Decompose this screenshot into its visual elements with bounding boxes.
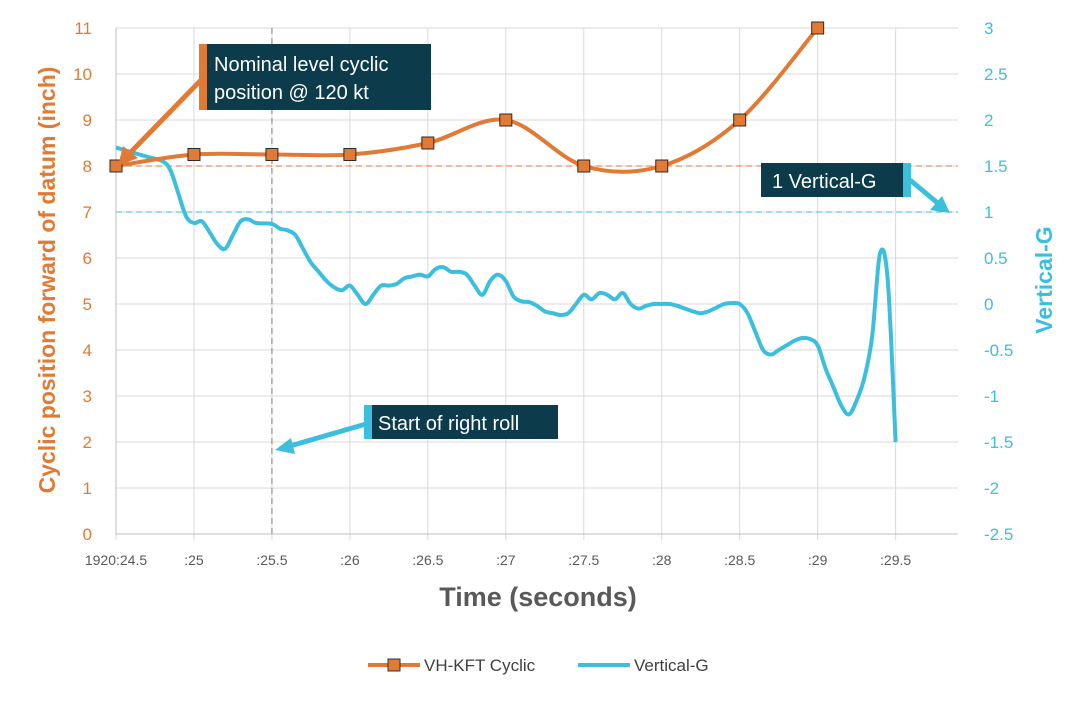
right-tick-label: -2.5: [984, 525, 1013, 544]
left-tick-label: 7: [83, 203, 92, 222]
x-axis-title: Time (seconds): [439, 582, 637, 612]
x-tick-label: :27: [496, 552, 516, 568]
left-tick-label: 6: [83, 249, 92, 268]
left-tick-label: 9: [83, 111, 92, 130]
left-tick-label: 8: [83, 157, 92, 176]
x-tick-label: :26.5: [412, 552, 443, 568]
x-tick-label: :29.5: [880, 552, 911, 568]
callout-roll-text: Start of right roll: [378, 413, 519, 435]
legend-label-cyclic: VH-KFT Cyclic: [424, 656, 536, 675]
callout-nominal-line1: Nominal level cyclic: [214, 54, 389, 76]
left-tick-label: 10: [73, 65, 92, 84]
arrow-head-icon: [118, 146, 138, 166]
arrow-head-icon: [275, 438, 295, 454]
right-tick-label: 3: [984, 19, 993, 38]
square-marker-icon: [387, 658, 401, 672]
right-axis-title: Vertical-G: [1031, 226, 1057, 333]
right-tick-label: 2: [984, 111, 993, 130]
x-tick-label: 1920:24.5: [85, 552, 147, 568]
right-tick-label: 0.5: [984, 249, 1008, 268]
cyclic-data-point: [811, 21, 825, 35]
right-tick-label: -1: [984, 387, 999, 406]
x-tick-label: :25: [184, 552, 204, 568]
callout-vertical-g-text: 1 Vertical-G: [772, 171, 876, 193]
cyclic-data-point: [655, 159, 669, 173]
series-line-cyclic: [115, 26, 820, 174]
cyclic-data-point: [577, 159, 591, 173]
x-tick-label: :29: [808, 552, 828, 568]
right-tick-label: 0: [984, 295, 993, 314]
right-tick-label: -0.5: [984, 341, 1013, 360]
left-y-axis: 0 1 2 3 4 5 6 7 8 9 10 11: [73, 19, 92, 544]
x-axis: 1920:24.5 :25 :25.5 :26 :26.5 :27 :27.5 :28 :28.…: [85, 28, 958, 568]
left-tick-label: 3: [83, 387, 92, 406]
callout-nominal-line2: position @ 120 kt: [214, 82, 369, 104]
cyclic-data-point: [421, 136, 435, 150]
right-y-axis: -2.5 -2 -1.5 -1 -0.5 0 0.5 1 1.5 2 2.5 3: [984, 19, 1013, 544]
cyclic-data-point: [187, 148, 201, 161]
callout-one-vertical-g: 1 Vertical-G: [761, 163, 950, 213]
legend-item-cyclic: VH-KFT Cyclic: [368, 656, 536, 675]
legend-label-vertical-g: Vertical-G: [634, 656, 709, 675]
left-tick-label: 2: [83, 433, 92, 452]
legend-item-vertical-g: Vertical-G: [578, 656, 709, 675]
right-tick-label: -1.5: [984, 433, 1013, 452]
left-tick-label: 11: [74, 19, 92, 38]
callout-start-right-roll: Start of right roll: [275, 405, 558, 454]
left-tick-label: 5: [83, 295, 92, 314]
left-tick-label: 1: [83, 479, 92, 498]
right-tick-label: 2.5: [984, 65, 1008, 84]
right-tick-label: 1: [984, 203, 993, 222]
left-tick-label: 4: [83, 341, 92, 360]
cyclic-data-point: [499, 113, 513, 127]
cyclic-data-point: [343, 148, 357, 161]
left-axis-title: Cyclic position forward of datum (inch): [34, 67, 60, 494]
legend: VH-KFT Cyclic Vertical-G: [368, 656, 709, 675]
series-line-vertical-g: [115, 145, 898, 443]
x-tick-label: :25.5: [256, 552, 287, 568]
callout-nominal-cyclic: Nominal level cyclic position @ 120 kt: [118, 44, 431, 166]
x-tick-label: :28.5: [724, 552, 755, 568]
series-lines: [115, 26, 898, 443]
x-tick-label: :27.5: [568, 552, 599, 568]
right-tick-label: 1.5: [984, 157, 1008, 176]
cyclic-data-point: [733, 113, 747, 127]
x-tick-label: :28: [652, 552, 672, 568]
arrow-head-icon: [930, 196, 950, 213]
right-tick-label: -2: [984, 479, 999, 498]
x-tick-label: :26: [340, 552, 360, 568]
cyclic-markers: [109, 21, 825, 173]
left-tick-label: 0: [83, 525, 92, 544]
cyclic-data-point: [265, 148, 279, 161]
